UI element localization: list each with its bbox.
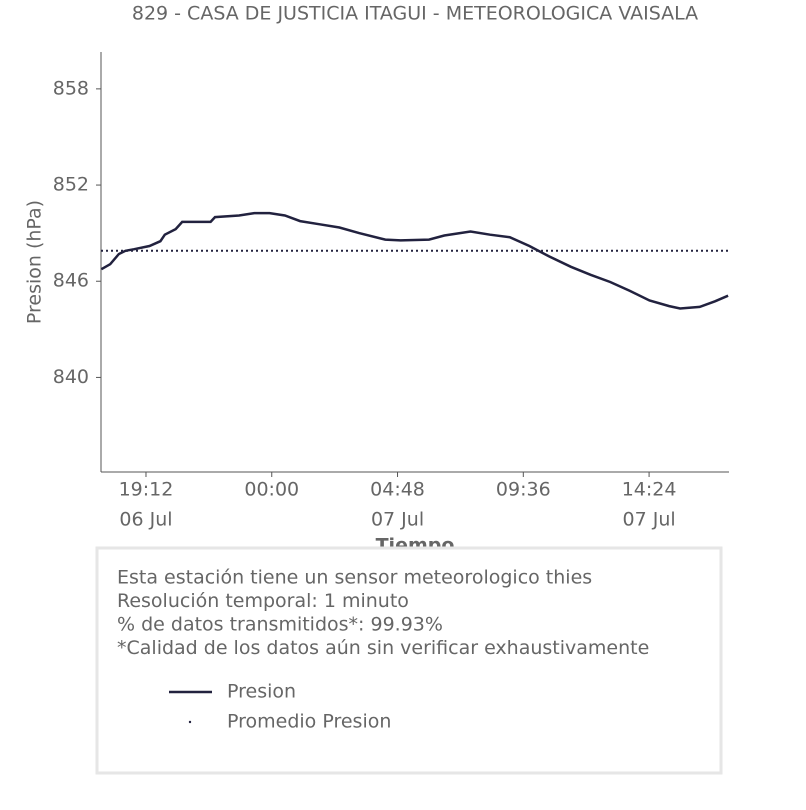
info-note: Esta estación tiene un sensor meteorolog…	[117, 567, 592, 589]
x-tick-label: 00:00	[244, 479, 299, 501]
x-tick-label: 19:12	[119, 479, 174, 501]
info-box	[95, 546, 723, 775]
info-note: *Calidad de los datos aún sin verificar …	[117, 637, 649, 659]
y-axis-label: Presion (hPa)	[24, 200, 46, 324]
chart-title: 829 - CASA DE JUSTICIA ITAGUI - METEOROL…	[132, 3, 698, 25]
y-tick-label: 840	[53, 366, 89, 388]
x-tick-date: 07 Jul	[371, 509, 424, 531]
legend-label: Promedio Presion	[227, 711, 391, 733]
info-note: Resolución temporal: 1 minuto	[117, 590, 409, 612]
x-tick-label: 09:36	[496, 479, 551, 501]
y-tick-label: 852	[53, 174, 89, 196]
info-note: % de datos transmitidos*: 99.93%	[117, 614, 443, 636]
y-tick-label: 846	[53, 270, 89, 292]
x-tick-label: 04:48	[370, 479, 425, 501]
x-tick-date: 06 Jul	[119, 509, 172, 531]
x-tick-date: 07 Jul	[623, 509, 676, 531]
x-tick-label: 14:24	[622, 479, 677, 501]
legend-label: Presion	[227, 681, 296, 703]
y-tick-label: 858	[53, 77, 89, 99]
legend-dot	[188, 720, 192, 724]
data-line	[100, 211, 729, 310]
